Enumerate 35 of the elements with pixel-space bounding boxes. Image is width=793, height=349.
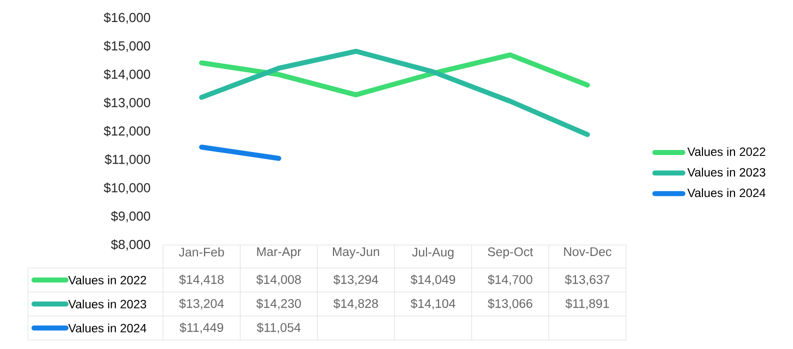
data-label: $13,066	[488, 298, 532, 310]
data-label: $11,449	[180, 322, 224, 334]
x-tick-label: Nov-Dec	[564, 247, 612, 256]
data-label: $14,700	[488, 274, 532, 286]
x-tick-label: Sep-Oct	[488, 247, 534, 259]
y-tick-label: $10,000	[104, 182, 150, 194]
data-label: $11,054	[256, 322, 301, 334]
legend-label: Values in 2024	[68, 324, 146, 332]
text: Values in 2022	[68, 276, 146, 284]
y-tick-label: $8,000	[111, 239, 150, 251]
data-label: $14,104	[410, 298, 456, 310]
y-tick-label: $16,000	[104, 12, 150, 24]
y-tick-label: $11,000	[104, 154, 150, 166]
data-label: $14,008	[256, 274, 301, 286]
text: Values in 2023	[68, 300, 146, 308]
x-tick-label: Jul-Aug	[412, 247, 454, 260]
data-label: $14,230	[256, 298, 301, 310]
data-label: $13,294	[333, 274, 378, 286]
y-tick-label: $14,000	[104, 69, 150, 80]
x-tick-label: Jan-Feb	[178, 247, 224, 257]
data-label: $14,049	[410, 274, 456, 286]
data-label: $13,637	[564, 274, 610, 286]
legend-label: Values in 2023	[687, 168, 766, 177]
x-tick-label: May-Jun	[332, 247, 380, 259]
legend-label: Values in 2022	[687, 147, 766, 156]
y-tick-label: $9,000	[111, 210, 150, 222]
x-tick-label: Mar-Apr	[257, 247, 302, 259]
data-label: $14,828	[333, 298, 378, 310]
y-tick-label: $13,000	[104, 97, 150, 109]
data-label: $13,204	[179, 298, 224, 310]
data-label: $11,891	[565, 298, 609, 310]
text: Values in 2024	[687, 188, 766, 198]
y-tick-label: $12,000	[104, 126, 150, 138]
data-label: $14,418	[179, 274, 224, 286]
y-tick-label: $15,000	[104, 40, 150, 52]
